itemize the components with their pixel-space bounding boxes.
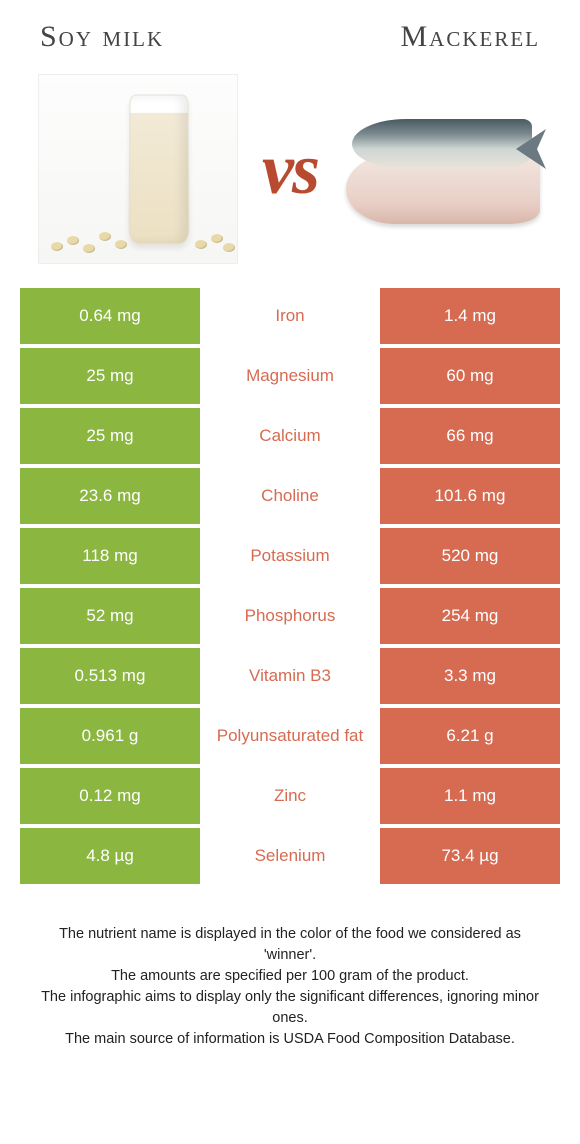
footer-line: The amounts are specified per 100 gram o… bbox=[38, 966, 542, 987]
nutrient-name: Iron bbox=[200, 288, 380, 344]
nutrient-table: 0.64 mgIron1.4 mg25 mgMagnesium60 mg25 m… bbox=[20, 288, 560, 884]
right-value: 60 mg bbox=[380, 348, 560, 404]
left-value: 0.64 mg bbox=[20, 288, 200, 344]
left-value: 118 mg bbox=[20, 528, 200, 584]
left-value: 25 mg bbox=[20, 408, 200, 464]
nutrient-name: Vitamin B3 bbox=[200, 648, 380, 704]
table-row: 4.8 µgSelenium73.4 µg bbox=[20, 828, 560, 884]
right-value: 3.3 mg bbox=[380, 648, 560, 704]
table-row: 23.6 mgCholine101.6 mg bbox=[20, 468, 560, 524]
table-row: 0.513 mgVitamin B33.3 mg bbox=[20, 648, 560, 704]
table-row: 118 mgPotassium520 mg bbox=[20, 528, 560, 584]
footer-notes: The nutrient name is displayed in the co… bbox=[20, 884, 560, 1050]
table-row: 0.64 mgIron1.4 mg bbox=[20, 288, 560, 344]
nutrient-name: Zinc bbox=[200, 768, 380, 824]
right-value: 1.1 mg bbox=[380, 768, 560, 824]
table-row: 25 mgCalcium66 mg bbox=[20, 408, 560, 464]
right-value: 520 mg bbox=[380, 528, 560, 584]
right-value: 6.21 g bbox=[380, 708, 560, 764]
mackerel-image bbox=[342, 74, 542, 264]
nutrient-name: Selenium bbox=[200, 828, 380, 884]
nutrient-name: Choline bbox=[200, 468, 380, 524]
vs-label: vs bbox=[262, 128, 318, 211]
nutrient-name: Magnesium bbox=[200, 348, 380, 404]
table-row: 0.12 mgZinc1.1 mg bbox=[20, 768, 560, 824]
title-right: Mackerel bbox=[400, 20, 540, 54]
nutrient-name: Potassium bbox=[200, 528, 380, 584]
right-value: 101.6 mg bbox=[380, 468, 560, 524]
table-row: 0.961 gPolyunsaturated fat6.21 g bbox=[20, 708, 560, 764]
hero-row: vs bbox=[20, 74, 560, 288]
right-value: 1.4 mg bbox=[380, 288, 560, 344]
left-value: 0.12 mg bbox=[20, 768, 200, 824]
right-value: 73.4 µg bbox=[380, 828, 560, 884]
soy-milk-image bbox=[38, 74, 238, 264]
left-value: 0.513 mg bbox=[20, 648, 200, 704]
left-value: 23.6 mg bbox=[20, 468, 200, 524]
footer-line: The nutrient name is displayed in the co… bbox=[38, 924, 542, 966]
right-value: 66 mg bbox=[380, 408, 560, 464]
left-value: 0.961 g bbox=[20, 708, 200, 764]
right-value: 254 mg bbox=[380, 588, 560, 644]
nutrient-name: Calcium bbox=[200, 408, 380, 464]
titles-row: Soy milk Mackerel bbox=[20, 20, 560, 74]
left-value: 25 mg bbox=[20, 348, 200, 404]
footer-line: The infographic aims to display only the… bbox=[38, 987, 542, 1029]
title-left: Soy milk bbox=[40, 20, 164, 54]
left-value: 4.8 µg bbox=[20, 828, 200, 884]
nutrient-name: Polyunsaturated fat bbox=[200, 708, 380, 764]
footer-line: The main source of information is USDA F… bbox=[38, 1029, 542, 1050]
left-value: 52 mg bbox=[20, 588, 200, 644]
table-row: 52 mgPhosphorus254 mg bbox=[20, 588, 560, 644]
table-row: 25 mgMagnesium60 mg bbox=[20, 348, 560, 404]
nutrient-name: Phosphorus bbox=[200, 588, 380, 644]
